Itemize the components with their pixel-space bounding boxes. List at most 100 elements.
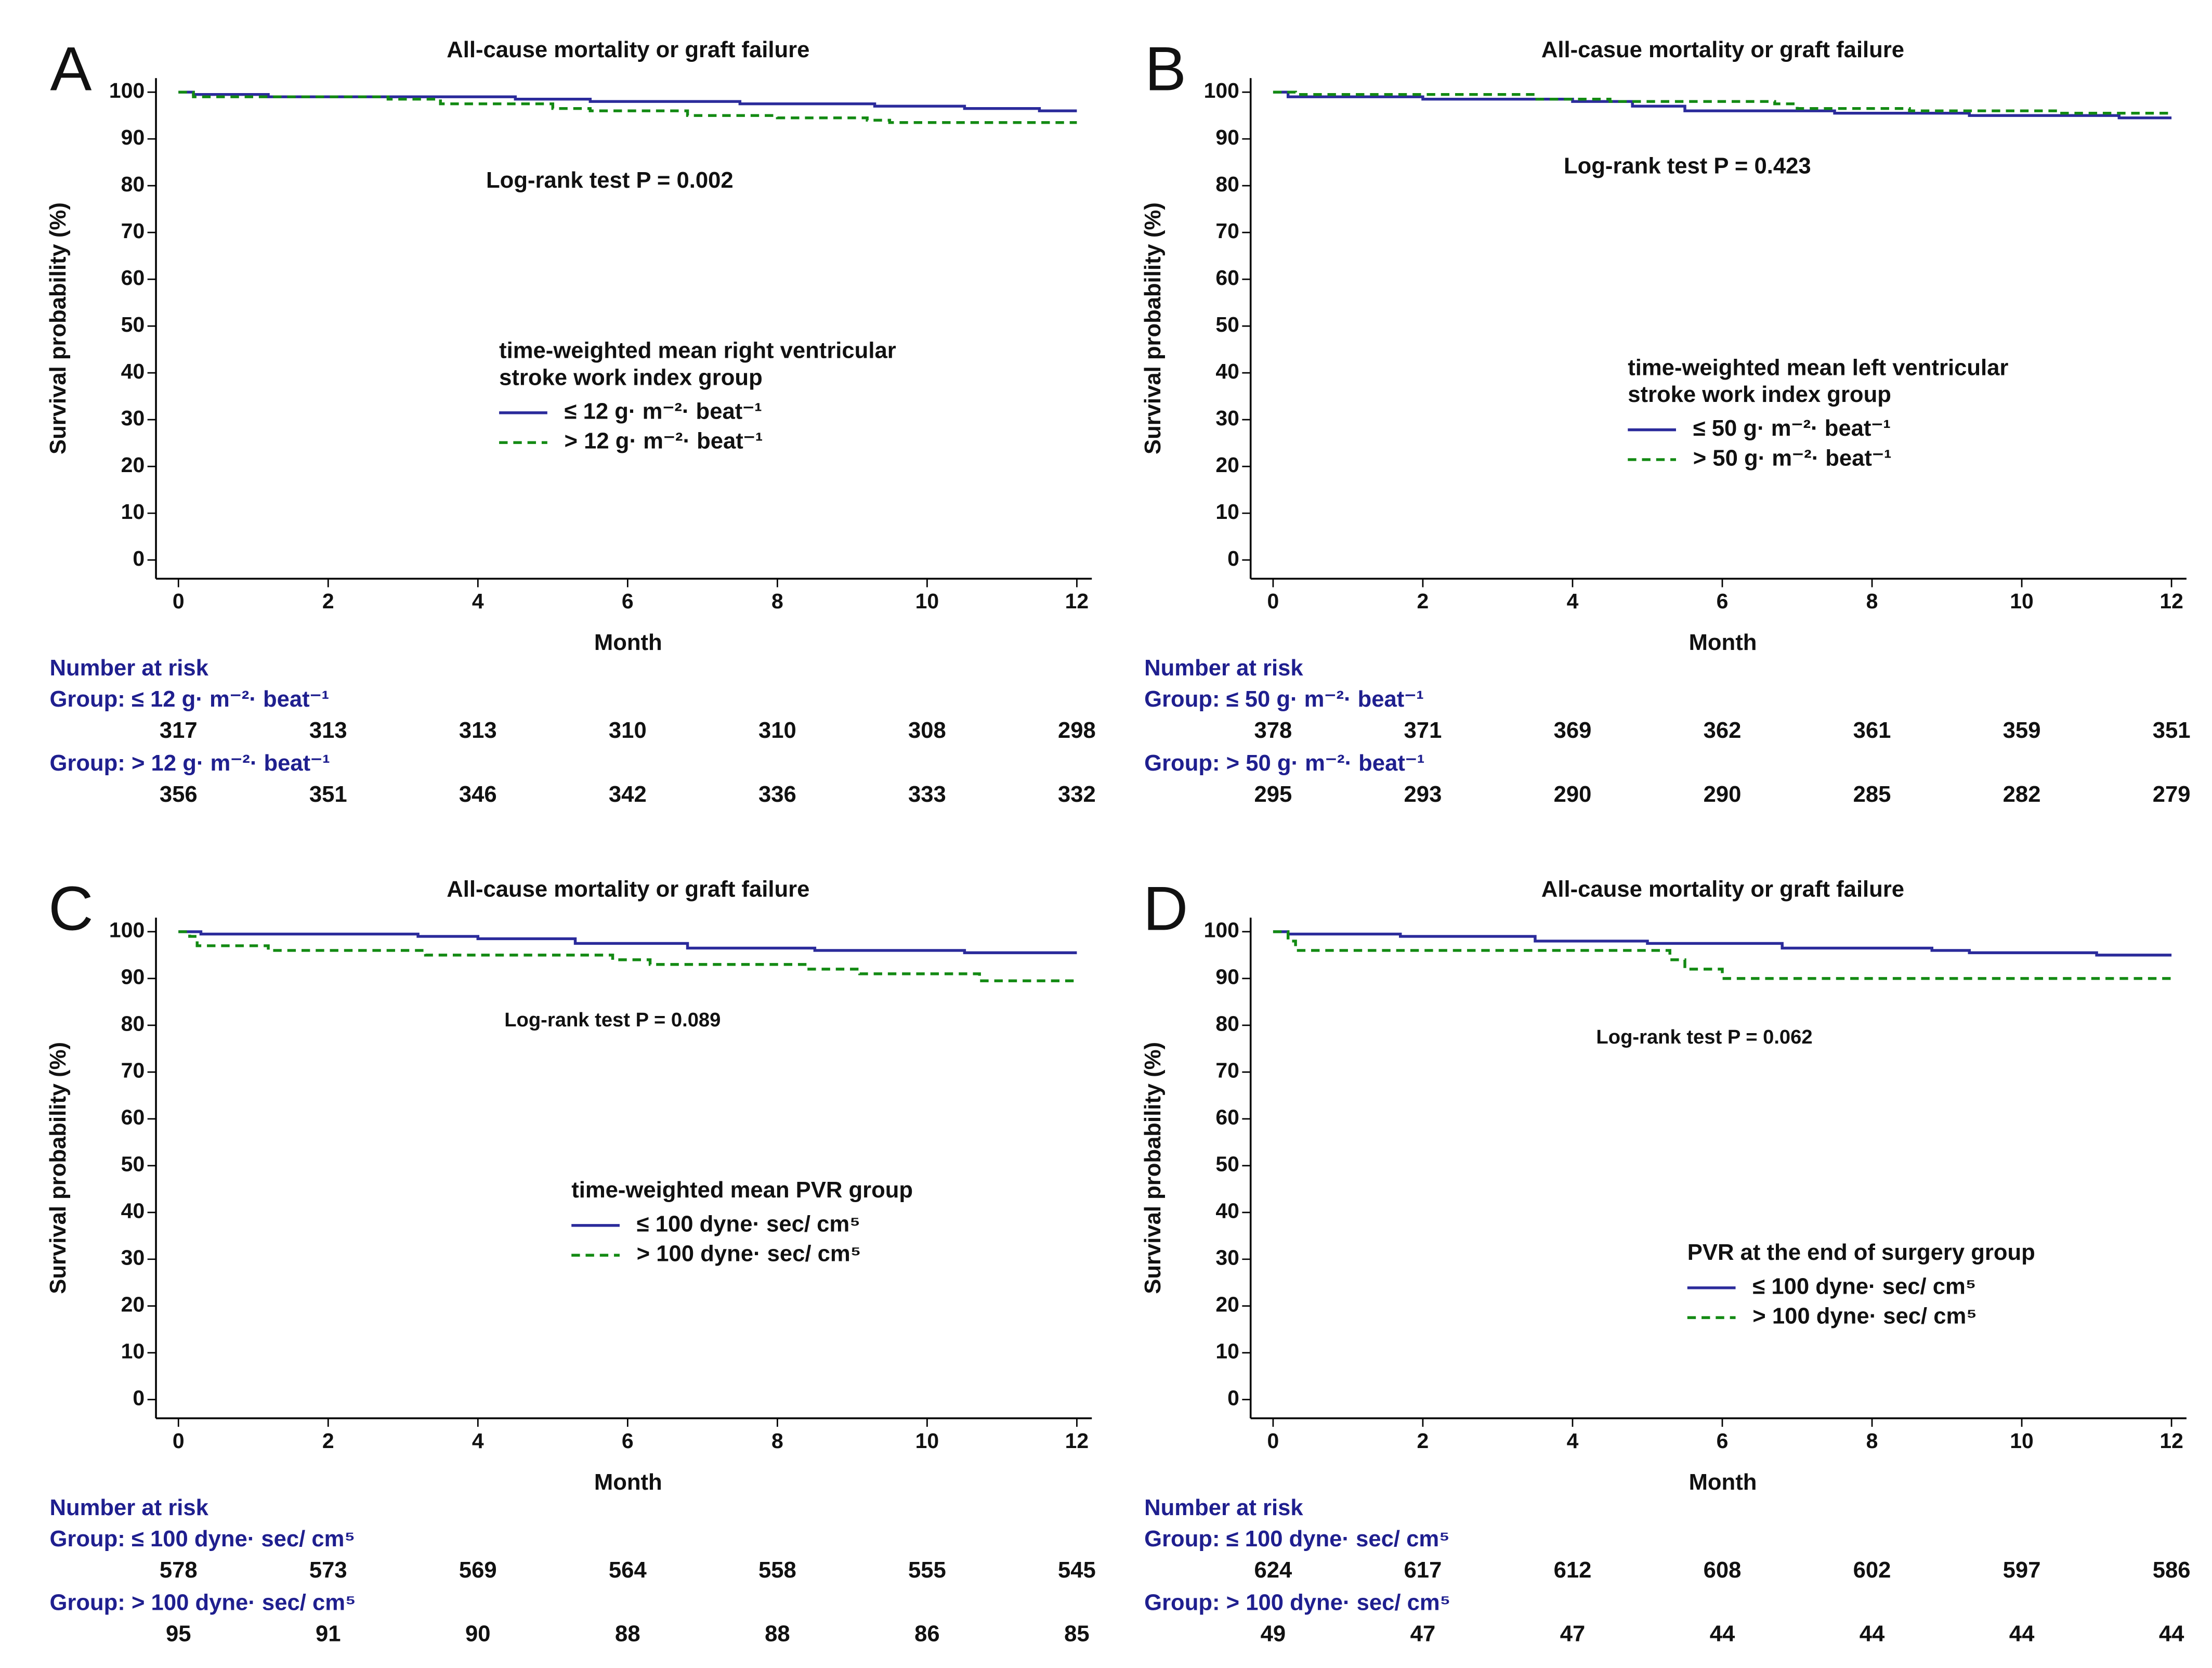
x-tick-label: 12 (2159, 1429, 2183, 1453)
y-tick-label: 70 (1215, 219, 1239, 243)
x-tick-label: 10 (2010, 1429, 2034, 1453)
risk-count: 49 (1261, 1621, 1286, 1647)
risk-title: Number at risk (49, 1495, 208, 1520)
risk-count: 44 (2159, 1621, 2184, 1647)
risk-count: 85 (1064, 1621, 1090, 1647)
annotation: Log-rank test P = 0.002 (486, 167, 734, 193)
risk-count: 564 (609, 1557, 647, 1583)
survival-curve (1273, 90, 2172, 115)
risk-group-label: Group: ≤ 12 g· m⁻²· beat⁻¹ (49, 686, 329, 712)
risk-group-label: Group: > 100 dyne· sec/ cm⁵ (1144, 1590, 1450, 1615)
x-tick-label: 4 (1567, 1429, 1579, 1453)
legend-label: ≤ 100 dyne· sec/ cm⁵ (1752, 1273, 1976, 1299)
y-tick-label: 60 (121, 266, 145, 290)
risk-count: 282 (2003, 781, 2041, 807)
x-tick-label: 12 (1065, 589, 1089, 613)
y-tick-label: 50 (121, 312, 145, 336)
y-tick-label: 40 (1215, 1199, 1239, 1223)
x-tick-label: 0 (173, 1429, 185, 1453)
legend-title-line: stroke work index group (499, 364, 763, 390)
risk-count: 573 (309, 1557, 347, 1583)
x-tick-label: 8 (771, 1429, 783, 1453)
y-tick-label: 30 (1215, 1246, 1239, 1270)
risk-count: 44 (2009, 1621, 2035, 1647)
legend-label: > 12 g· m⁻²· beat⁻¹ (565, 428, 763, 454)
legend-title-line: time-weighted mean right ventricular (499, 337, 896, 363)
x-tick-label: 0 (1267, 1429, 1279, 1453)
y-tick-label: 60 (1215, 266, 1239, 290)
risk-count: 346 (459, 781, 497, 807)
x-axis-label: Month (1689, 1469, 1757, 1495)
risk-count: 310 (609, 718, 647, 743)
x-tick-label: 10 (915, 589, 939, 613)
y-tick-label: 50 (1215, 312, 1239, 336)
y-tick-label: 80 (1215, 172, 1239, 196)
risk-count: 308 (908, 718, 946, 743)
risk-count: 359 (2003, 718, 2041, 743)
y-tick-label: 10 (1215, 1339, 1239, 1363)
risk-count: 369 (1554, 718, 1592, 743)
panel: B All-casue mortality or graft failure 0 10… (1140, 34, 2191, 807)
y-tick-label: 20 (1215, 1293, 1239, 1317)
risk-count: 293 (1404, 781, 1442, 807)
x-tick-label: 4 (472, 1429, 484, 1453)
risk-count: 313 (459, 718, 497, 743)
risk-count: 317 (160, 718, 198, 743)
risk-count: 578 (160, 1557, 198, 1583)
y-tick-label: 10 (121, 500, 145, 524)
risk-count: 351 (309, 781, 347, 807)
risk-count: 586 (2153, 1557, 2191, 1583)
x-tick-label: 10 (915, 1429, 939, 1453)
risk-group-label: Group: > 50 g· m⁻²· beat⁻¹ (1144, 750, 1424, 776)
y-tick-label: 0 (133, 546, 145, 570)
legend-label: ≤ 50 g· m⁻²· beat⁻¹ (1693, 415, 1891, 441)
risk-count: 558 (758, 1557, 796, 1583)
y-tick-label: 90 (121, 965, 145, 989)
panel-letter: C (48, 874, 94, 943)
survival-curve (1273, 930, 2172, 957)
y-tick-label: 50 (121, 1152, 145, 1176)
risk-count: 279 (2153, 781, 2191, 807)
survival-curve (178, 90, 1077, 112)
y-tick-label: 80 (1215, 1012, 1239, 1036)
x-tick-label: 0 (1267, 589, 1279, 613)
risk-count: 44 (1710, 1621, 1735, 1647)
survival-curve (178, 90, 1077, 124)
risk-count: 361 (1853, 718, 1891, 743)
y-tick-label: 20 (1215, 453, 1239, 477)
y-tick-label: 100 (1204, 918, 1239, 942)
risk-group-label: Group: ≤ 100 dyne· sec/ cm⁵ (1144, 1526, 1450, 1552)
y-tick-label: 0 (133, 1386, 145, 1410)
x-tick-label: 2 (1417, 1429, 1429, 1453)
risk-count: 612 (1554, 1557, 1592, 1583)
y-tick-label: 20 (121, 1293, 145, 1317)
risk-count: 362 (1704, 718, 1742, 743)
risk-count: 569 (459, 1557, 497, 1583)
annotation: Log-rank test P = 0.089 (504, 1009, 721, 1031)
panel: C All-cause mortality or graft failure 0 10… (45, 874, 1096, 1646)
x-tick-label: 6 (622, 589, 634, 613)
chart-title: All-cause mortality or graft failure (447, 877, 809, 902)
risk-count: 44 (1860, 1621, 1885, 1647)
y-tick-label: 10 (121, 1339, 145, 1363)
y-tick-label: 0 (1227, 546, 1239, 570)
risk-count: 290 (1554, 781, 1592, 807)
risk-count: 602 (1853, 1557, 1891, 1583)
panel: A All-cause mortality or graft failure 0 10… (45, 34, 1096, 807)
risk-count: 608 (1704, 1557, 1742, 1583)
survival-curve (1273, 90, 2172, 120)
survival-curve (178, 930, 1077, 955)
y-tick-label: 30 (1215, 406, 1239, 430)
risk-count: 617 (1404, 1557, 1442, 1583)
risk-count: 597 (2003, 1557, 2041, 1583)
x-tick-label: 8 (771, 589, 783, 613)
y-tick-label: 60 (121, 1105, 145, 1129)
x-tick-label: 4 (472, 589, 484, 613)
y-tick-label: 60 (1215, 1105, 1239, 1129)
risk-count: 88 (765, 1621, 790, 1647)
x-tick-label: 12 (2159, 589, 2183, 613)
risk-count: 333 (908, 781, 946, 807)
x-tick-label: 2 (322, 1429, 334, 1453)
